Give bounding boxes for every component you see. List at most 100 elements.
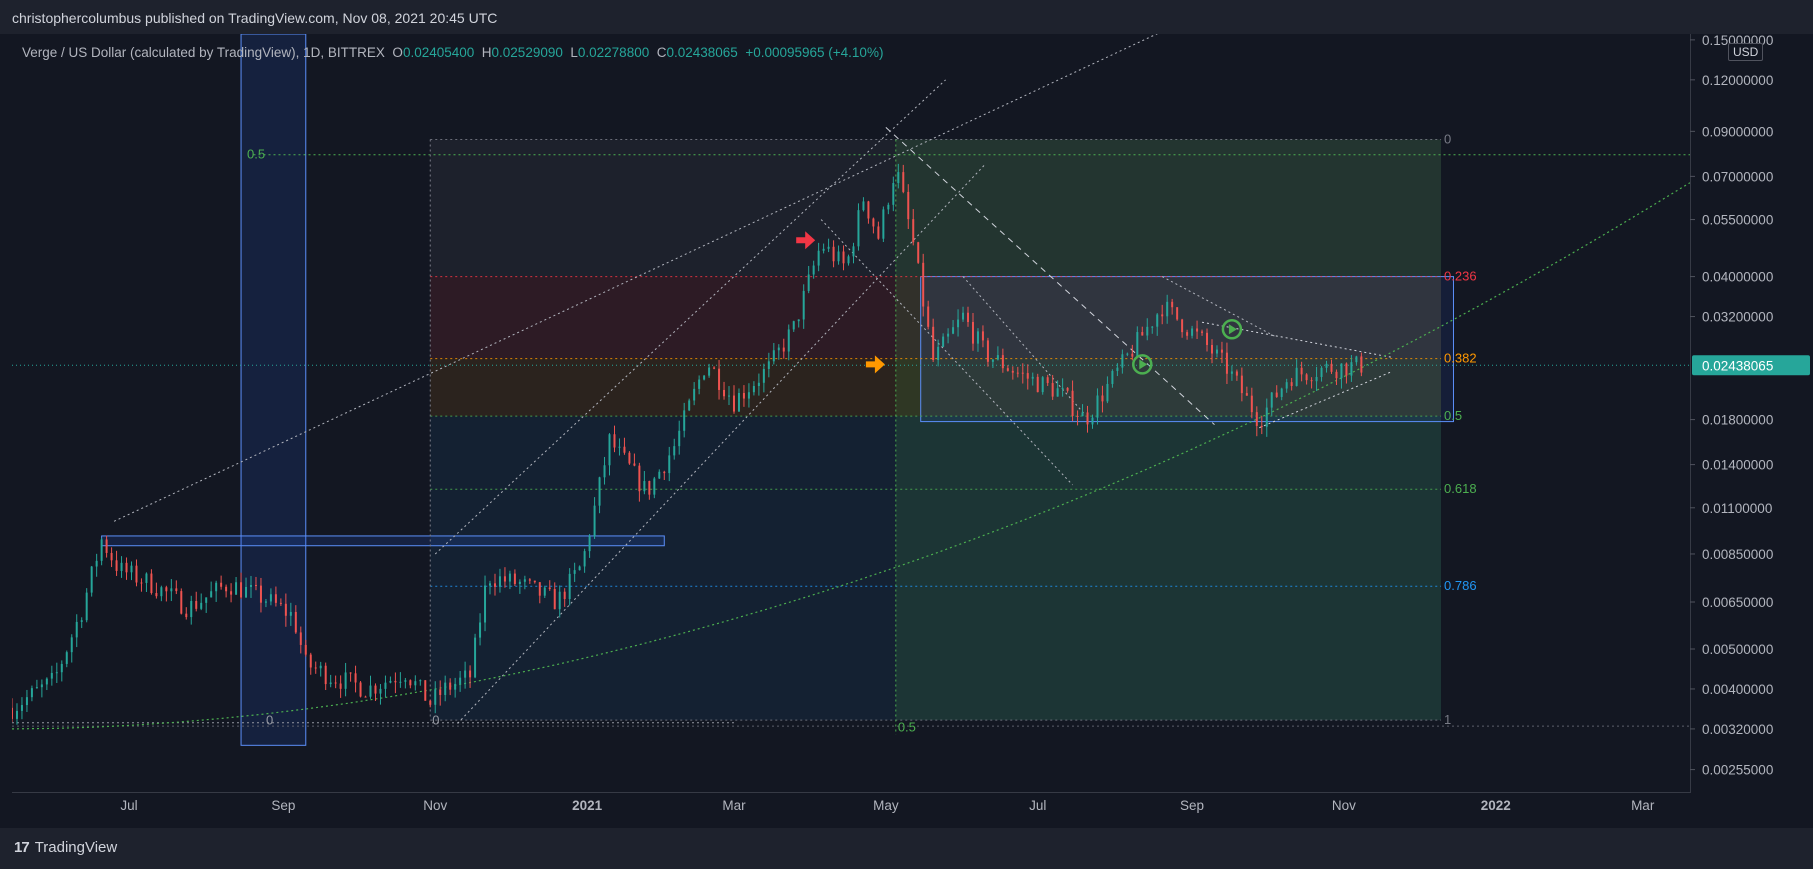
fib-label-1: 0.236 [1444,269,1477,284]
currency-button[interactable]: USD [1728,43,1764,61]
candle-body [1056,388,1059,397]
y-tick-label: 0.00320000 [1702,722,1773,737]
x-tick-label: Jul [1029,798,1046,813]
candle-body [235,582,238,595]
x-tick-label: 2021 [572,798,603,813]
candle-body [1141,332,1144,336]
y-tick-label: 0.05500000 [1702,213,1773,228]
y-tick-label: 0.04000000 [1702,270,1773,285]
candle-body [782,347,785,352]
candle-body [279,602,282,604]
candle-body [12,707,13,719]
candle-body [299,632,302,645]
candle-body [862,201,865,211]
candle-body [1345,363,1348,376]
candle-body [628,452,631,464]
candle-body [603,465,606,478]
candle-body [90,566,93,593]
candle-body [135,565,138,583]
x-tick-label: Sep [271,798,295,813]
candle-body [225,586,228,592]
triangle-top [1201,321,1392,358]
candle-body [777,347,780,351]
candle-body [708,367,711,376]
candle-body [150,573,153,594]
candle-body [414,681,417,686]
candle-body [1161,314,1164,317]
tradingview-logo[interactable]: 17 TradingView [14,839,117,856]
candle-body [474,637,477,678]
candle-body [1151,326,1154,328]
candle-body [1215,349,1218,354]
candle-body [354,673,357,683]
candle-body [314,667,317,669]
channel-top [113,34,1158,522]
candle-body [967,312,970,323]
candle-body [1340,363,1343,379]
candle-body [832,246,835,262]
candle-body [703,375,706,380]
candle-body [857,210,860,247]
fib-left-label-0b: 0 [432,713,439,728]
candle-body [877,226,880,239]
candle-body [673,446,676,456]
x-tick-label: May [873,798,899,813]
candle-body [1315,376,1318,382]
candle-body [274,594,277,603]
candle-body [548,587,551,589]
y-tick-label: 0.12000000 [1702,73,1773,88]
y-tick-label: 0.00850000 [1702,547,1773,562]
candle-body [1280,388,1283,397]
x-tick-label: Mar [1631,798,1655,813]
candle-body [1016,372,1019,374]
candle-body [902,172,905,192]
candle-body [1191,328,1194,336]
green-circle-marker-1 [1132,354,1153,375]
candle-body [145,573,148,583]
candle-body [284,603,287,616]
triangle-entry [1161,276,1277,338]
low-value: 0.02278800 [577,45,650,60]
candle-body [1021,372,1024,374]
candle-body [1066,387,1069,391]
candle-body [957,319,960,328]
candle-body [518,581,521,584]
close-value: 0.02438065 [666,45,738,60]
candle-body [1260,425,1263,427]
candle-body [1081,412,1084,417]
candle-body [623,446,626,453]
candle-body [364,696,367,698]
candle-body [563,591,566,600]
candle-body [981,331,984,341]
candle-body [459,677,462,684]
candle-body [359,682,362,697]
candle-body [65,652,68,664]
candle-body [732,395,735,412]
candle-body [20,705,23,711]
candle-body [892,183,895,205]
candle-body [185,613,188,618]
candle-body [986,340,989,362]
fib-left-label-0: 0 [266,713,273,728]
candle-body [528,579,531,581]
candle-body [1335,371,1338,379]
candle-body [1176,307,1179,320]
candle-body [1230,371,1233,374]
fib-zone-lower [430,416,1442,721]
candle-body [971,322,974,344]
fib-label-3: 0.5 [1444,408,1462,423]
chart-plot-area[interactable] [12,34,1691,793]
candle-body [115,560,118,571]
candle-body [160,587,163,597]
candle-body [1295,367,1298,386]
candle-body [912,219,915,243]
candle-body [399,681,402,683]
candle-body [394,680,397,683]
candle-body [1196,328,1199,332]
candle-body [444,682,447,695]
fib-label-4: 0.618 [1444,481,1477,496]
downtrend-dashed [885,127,1215,426]
candle-body [688,400,691,411]
candle-body [1036,376,1039,393]
